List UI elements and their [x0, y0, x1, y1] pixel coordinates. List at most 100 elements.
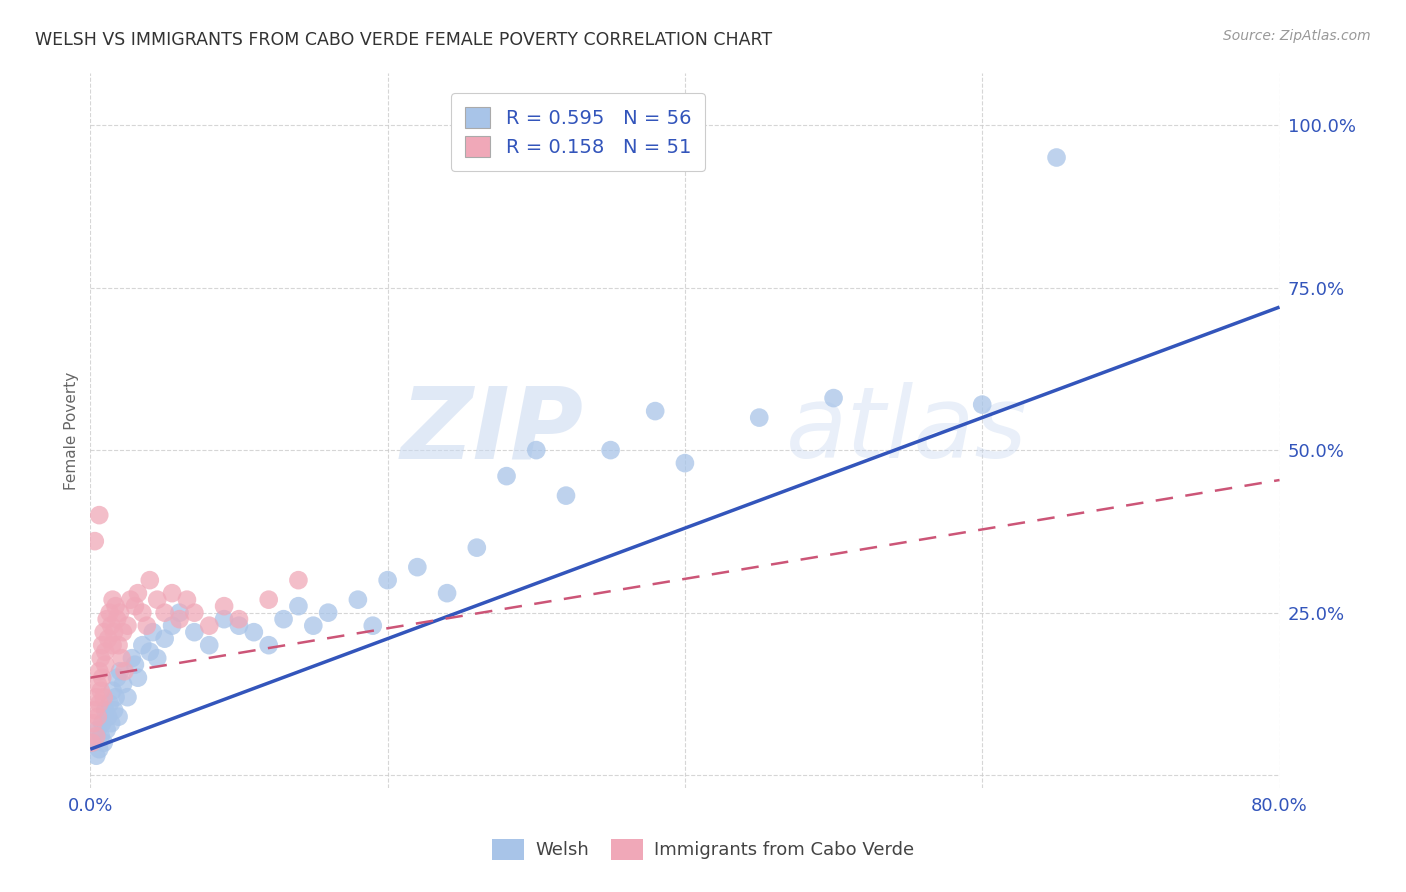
Point [97, 709, 120, 723]
Point [377, 573, 399, 587]
Point [673, 456, 696, 470]
Point [176, 592, 198, 607]
Point [103, 703, 125, 717]
Point [105, 671, 128, 685]
Point [972, 398, 994, 412]
Point [93, 625, 115, 640]
Point [83, 534, 105, 549]
Point [103, 625, 125, 640]
Point [96, 612, 118, 626]
Point [127, 586, 149, 600]
Point [89, 697, 111, 711]
Point [117, 690, 139, 705]
Point [120, 592, 142, 607]
Point [316, 606, 339, 620]
Point [96, 723, 118, 737]
Point [94, 703, 117, 717]
Point [273, 612, 295, 626]
Point [228, 618, 250, 632]
Point [101, 592, 124, 607]
Point [599, 443, 621, 458]
Point [107, 709, 129, 723]
Point [91, 671, 114, 685]
Point [90, 729, 112, 743]
Point [101, 683, 124, 698]
Point [228, 612, 250, 626]
Point [91, 716, 114, 731]
Point [94, 645, 117, 659]
Point [124, 599, 146, 614]
Point [124, 657, 146, 672]
Point [823, 391, 845, 405]
Point [287, 599, 309, 614]
Point [153, 632, 176, 646]
Point [82, 736, 104, 750]
Point [146, 592, 169, 607]
Point [465, 541, 488, 555]
Point [84, 729, 107, 743]
Point [406, 560, 429, 574]
Point [89, 664, 111, 678]
Point [107, 638, 129, 652]
Point [142, 625, 165, 640]
Point [98, 606, 121, 620]
Text: atlas: atlas [786, 382, 1028, 479]
Point [257, 592, 280, 607]
Point [302, 618, 325, 632]
Point [110, 651, 132, 665]
Point [94, 657, 117, 672]
Point [100, 618, 122, 632]
Point [160, 618, 183, 632]
Text: ZIP: ZIP [401, 382, 583, 479]
Point [104, 690, 127, 705]
Point [89, 742, 111, 756]
Point [91, 638, 114, 652]
Text: WELSH VS IMMIGRANTS FROM CABO VERDE FEMALE POVERTY CORRELATION CHART: WELSH VS IMMIGRANTS FROM CABO VERDE FEMA… [35, 31, 772, 49]
Point [146, 651, 169, 665]
Point [212, 612, 235, 626]
Point [287, 573, 309, 587]
Point [84, 690, 107, 705]
Point [183, 625, 205, 640]
Point [160, 586, 183, 600]
Point [347, 592, 370, 607]
Point [93, 690, 115, 705]
Text: Source: ZipAtlas.com: Source: ZipAtlas.com [1223, 29, 1371, 43]
Point [82, 716, 104, 731]
Point [97, 632, 120, 646]
Point [117, 618, 139, 632]
Point [243, 625, 266, 640]
Point [98, 697, 121, 711]
Point [257, 638, 280, 652]
Point [169, 612, 191, 626]
Point [131, 638, 153, 652]
Legend: Welsh, Immigrants from Cabo Verde: Welsh, Immigrants from Cabo Verde [485, 831, 921, 867]
Point [198, 618, 221, 632]
Y-axis label: Female Poverty: Female Poverty [65, 371, 79, 490]
Point [87, 709, 110, 723]
Point [111, 677, 134, 691]
Point [104, 599, 127, 614]
Point [114, 664, 136, 678]
Point [212, 599, 235, 614]
Point [108, 606, 131, 620]
Point [108, 664, 131, 678]
Point [87, 723, 110, 737]
Point [131, 606, 153, 620]
Point [169, 606, 191, 620]
Point [198, 638, 221, 652]
Legend: R = 0.595   N = 56, R = 0.158   N = 51: R = 0.595 N = 56, R = 0.158 N = 51 [451, 94, 704, 171]
Point [127, 671, 149, 685]
Point [555, 489, 578, 503]
Point [135, 618, 157, 632]
Point [1045, 151, 1067, 165]
Point [90, 683, 112, 698]
Point [90, 651, 112, 665]
Point [89, 508, 111, 523]
Point [524, 443, 547, 458]
Point [139, 645, 162, 659]
Point [87, 677, 110, 691]
Point [153, 606, 176, 620]
Point [84, 748, 107, 763]
Point [111, 625, 134, 640]
